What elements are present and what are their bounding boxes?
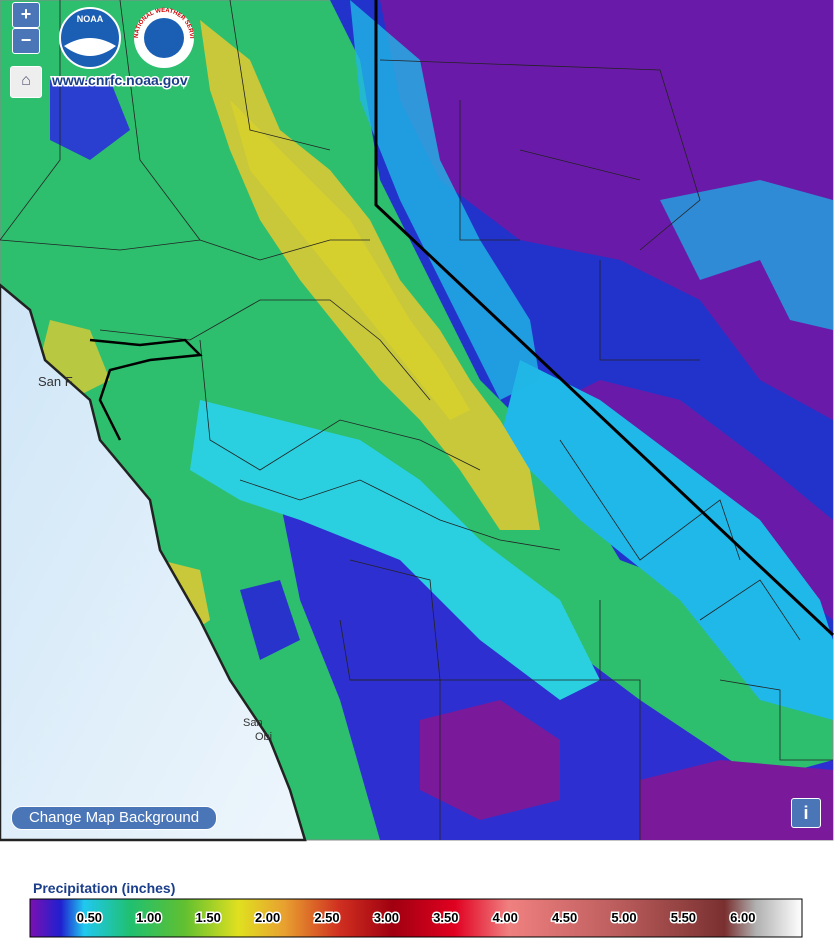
state-border	[374, 0, 835, 637]
legend-bar	[29, 898, 803, 938]
legend-title: Precipitation (inches)	[33, 880, 175, 896]
legend-label: 1.50	[196, 910, 221, 925]
place-label: San	[243, 717, 263, 729]
map: San F San Obi NOAA NATIONAL WEATHER SERV…	[0, 0, 835, 842]
legend-label: 6.00	[730, 910, 755, 925]
info-button[interactable]: i	[791, 798, 821, 828]
place-label: Obi	[255, 731, 272, 743]
legend-label: 5.00	[611, 910, 636, 925]
change-background-button[interactable]: Change Map Background	[11, 806, 217, 830]
home-button[interactable]: ⌂	[10, 66, 42, 98]
legend: Precipitation (inches) 0.50 1.00 1.50 2.00 2…	[29, 880, 803, 938]
county-lines	[0, 0, 833, 840]
legend-label: 0.50	[77, 910, 102, 925]
bay-outline	[89, 338, 203, 441]
legend-label: 5.50	[671, 910, 696, 925]
legend-label: 3.00	[374, 910, 399, 925]
noaa-logo: NOAA	[59, 7, 121, 69]
place-label: San F	[38, 374, 73, 389]
zoom-in[interactable]: +	[12, 2, 40, 28]
ocean	[0, 283, 307, 842]
zoom-out[interactable]: −	[12, 28, 40, 54]
legend-label: 1.00	[136, 910, 161, 925]
legend-label: 2.00	[255, 910, 280, 925]
legend-label: 3.50	[433, 910, 458, 925]
logo-text: NOAA	[77, 14, 104, 24]
legend-label: 4.50	[552, 910, 577, 925]
legend-label: 4.00	[493, 910, 518, 925]
site-url[interactable]: www.cnrfc.noaa.gov	[50, 71, 190, 90]
legend-label: 2.50	[314, 910, 339, 925]
